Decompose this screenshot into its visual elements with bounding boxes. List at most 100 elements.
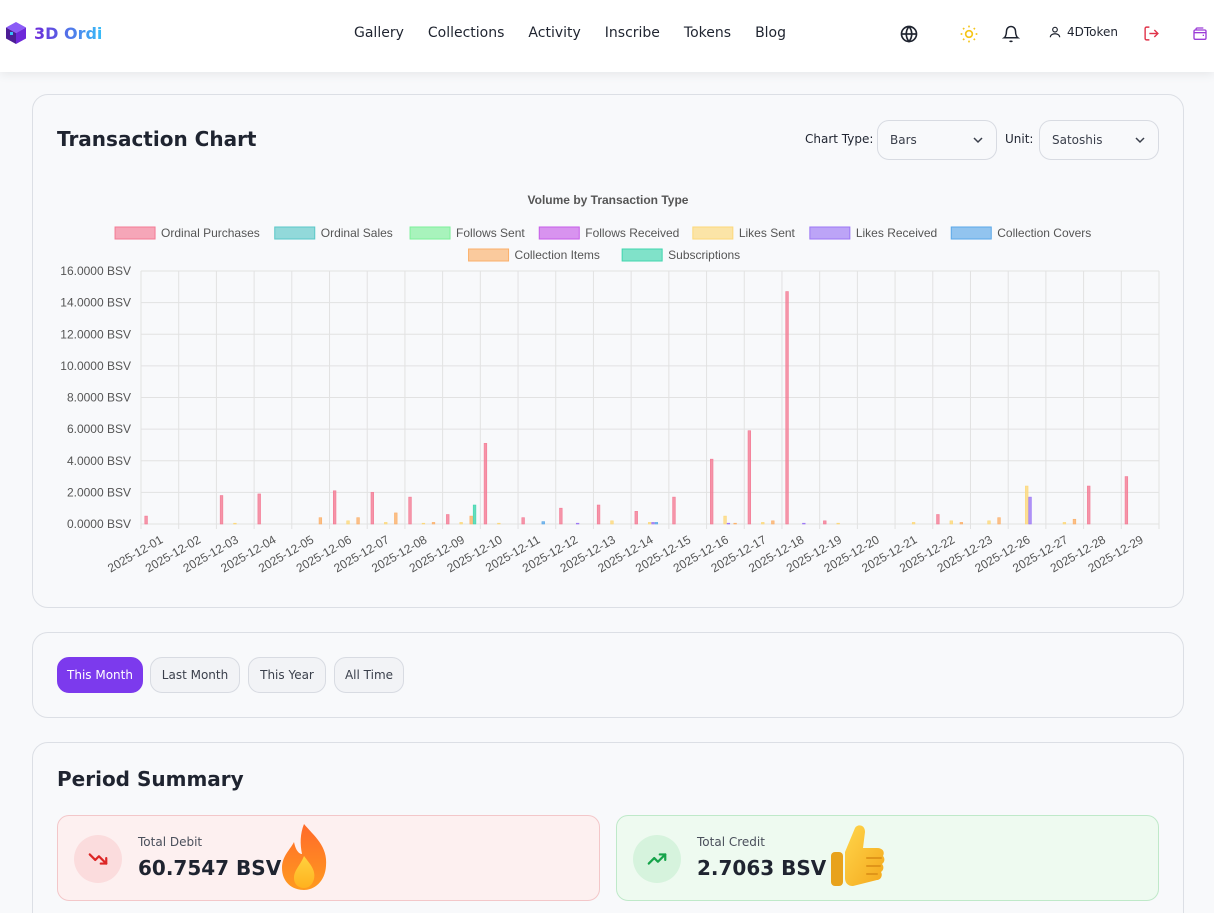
legend-swatch bbox=[950, 226, 992, 240]
bar bbox=[723, 515, 727, 525]
total-debit-label: Total Debit bbox=[138, 835, 203, 849]
unit-value: Satoshis bbox=[1052, 133, 1103, 147]
y-tick-label: 4.0000 BSV bbox=[67, 454, 131, 468]
nav-tokens[interactable]: Tokens bbox=[683, 25, 732, 41]
bar bbox=[144, 515, 148, 525]
main-nav: Gallery Collections Activity Inscribe To… bbox=[354, 25, 786, 41]
y-tick-label: 12.0000 BSV bbox=[60, 327, 131, 341]
bar bbox=[332, 490, 337, 525]
brand-name: 3D Ordi bbox=[34, 23, 103, 43]
unit-label: Unit: bbox=[1005, 132, 1034, 146]
navbar: 3D Ordi Gallery Collections Activity Ins… bbox=[0, 0, 1214, 72]
bar bbox=[987, 520, 991, 525]
legend-swatch bbox=[274, 226, 316, 240]
bar bbox=[672, 496, 676, 525]
nav-inscribe[interactable]: Inscribe bbox=[604, 25, 660, 41]
legend-swatch bbox=[692, 226, 734, 240]
bar bbox=[1124, 476, 1129, 525]
bar bbox=[648, 522, 652, 525]
period-all-time-button[interactable]: All Time bbox=[334, 657, 404, 693]
bar bbox=[346, 520, 350, 525]
bar bbox=[911, 522, 916, 525]
legend-swatch bbox=[538, 226, 580, 240]
legend-label: Ordinal Purchases bbox=[161, 226, 260, 240]
bar bbox=[521, 517, 525, 525]
bar bbox=[483, 443, 488, 525]
chart-type-value: Bars bbox=[890, 133, 917, 147]
bar bbox=[936, 514, 940, 525]
chevron-down-icon bbox=[973, 137, 983, 144]
bar bbox=[219, 495, 224, 525]
bar bbox=[1062, 522, 1067, 525]
bar bbox=[651, 522, 655, 525]
summary-title: Period Summary bbox=[57, 767, 244, 791]
y-tick-label: 14.0000 BSV bbox=[60, 296, 131, 310]
bar bbox=[384, 522, 388, 525]
unit-select[interactable]: Satoshis bbox=[1039, 120, 1159, 160]
period-this-year-button[interactable]: This Year bbox=[248, 657, 326, 693]
bar bbox=[370, 492, 374, 525]
legend-swatch bbox=[468, 248, 510, 262]
y-tick-label: 10.0000 BSV bbox=[60, 359, 131, 373]
period-last-month-button[interactable]: Last Month bbox=[150, 657, 240, 693]
sun-icon[interactable] bbox=[959, 24, 979, 44]
thumbs-up-emoji-icon bbox=[831, 825, 885, 886]
chart-type-label: Chart Type: bbox=[805, 132, 874, 146]
wallet-icon[interactable] bbox=[1192, 26, 1208, 42]
period-this-month-button[interactable]: This Month bbox=[57, 657, 143, 693]
bar bbox=[318, 517, 323, 525]
nav-collections[interactable]: Collections bbox=[427, 25, 505, 41]
chart-title: Volume by Transaction Type bbox=[528, 193, 689, 207]
bar bbox=[394, 512, 398, 525]
bar bbox=[408, 496, 412, 525]
bar bbox=[446, 514, 450, 525]
nav-gallery[interactable]: Gallery bbox=[354, 25, 404, 41]
bar bbox=[726, 522, 731, 525]
legend-label: Likes Sent bbox=[739, 226, 796, 240]
bell-icon[interactable] bbox=[1002, 25, 1020, 43]
brand-logo[interactable]: 3D Ordi bbox=[4, 21, 102, 45]
bar bbox=[710, 458, 714, 525]
bar bbox=[771, 520, 775, 525]
legend-label: Follows Received bbox=[585, 226, 679, 240]
legend-swatch bbox=[809, 226, 851, 240]
bar bbox=[1028, 496, 1032, 525]
bar bbox=[997, 517, 1001, 525]
legend-label: Follows Sent bbox=[456, 226, 525, 240]
total-credit-value: 2.7063 BSV bbox=[697, 856, 827, 880]
bar bbox=[596, 504, 601, 525]
bar bbox=[1072, 518, 1077, 525]
chart-type-select[interactable]: Bars bbox=[877, 120, 997, 160]
debit-icon-circle bbox=[74, 835, 122, 883]
period-summary-card: Period Summary Total Debit 60.7547 BSV bbox=[32, 742, 1184, 913]
bar bbox=[559, 507, 563, 525]
user-icon bbox=[1049, 26, 1061, 38]
logout-icon[interactable] bbox=[1143, 25, 1160, 42]
bar bbox=[1025, 485, 1029, 525]
bar bbox=[1087, 485, 1091, 525]
legend-swatch bbox=[114, 226, 156, 240]
transaction-bar-chart: Volume by Transaction Type Ordinal Purcha… bbox=[60, 193, 1160, 575]
bar bbox=[733, 522, 737, 525]
user-menu[interactable]: 4DToken bbox=[1048, 25, 1118, 39]
bar bbox=[541, 521, 545, 525]
bar bbox=[497, 522, 501, 525]
cube-logo-icon bbox=[6, 22, 26, 44]
username: 4DToken bbox=[1067, 25, 1119, 39]
bar bbox=[459, 522, 463, 525]
bar bbox=[959, 522, 963, 525]
total-credit-label: Total Credit bbox=[697, 835, 765, 849]
bar bbox=[257, 493, 261, 525]
chart-section-title: Transaction Chart bbox=[57, 127, 257, 151]
nav-activity[interactable]: Activity bbox=[528, 25, 581, 41]
period-filter-card: This Month Last Month This Year All Time bbox=[32, 632, 1184, 718]
bar bbox=[802, 522, 806, 525]
legend-label: Collection Items bbox=[515, 248, 600, 262]
legend-label: Collection Covers bbox=[997, 226, 1091, 240]
nav-blog[interactable]: Blog bbox=[755, 25, 787, 41]
globe-icon[interactable] bbox=[899, 24, 919, 44]
y-tick-label: 8.0000 BSV bbox=[67, 391, 131, 405]
trending-up-icon bbox=[647, 853, 667, 865]
legend-swatch bbox=[621, 248, 663, 262]
trending-down-icon bbox=[88, 853, 108, 865]
